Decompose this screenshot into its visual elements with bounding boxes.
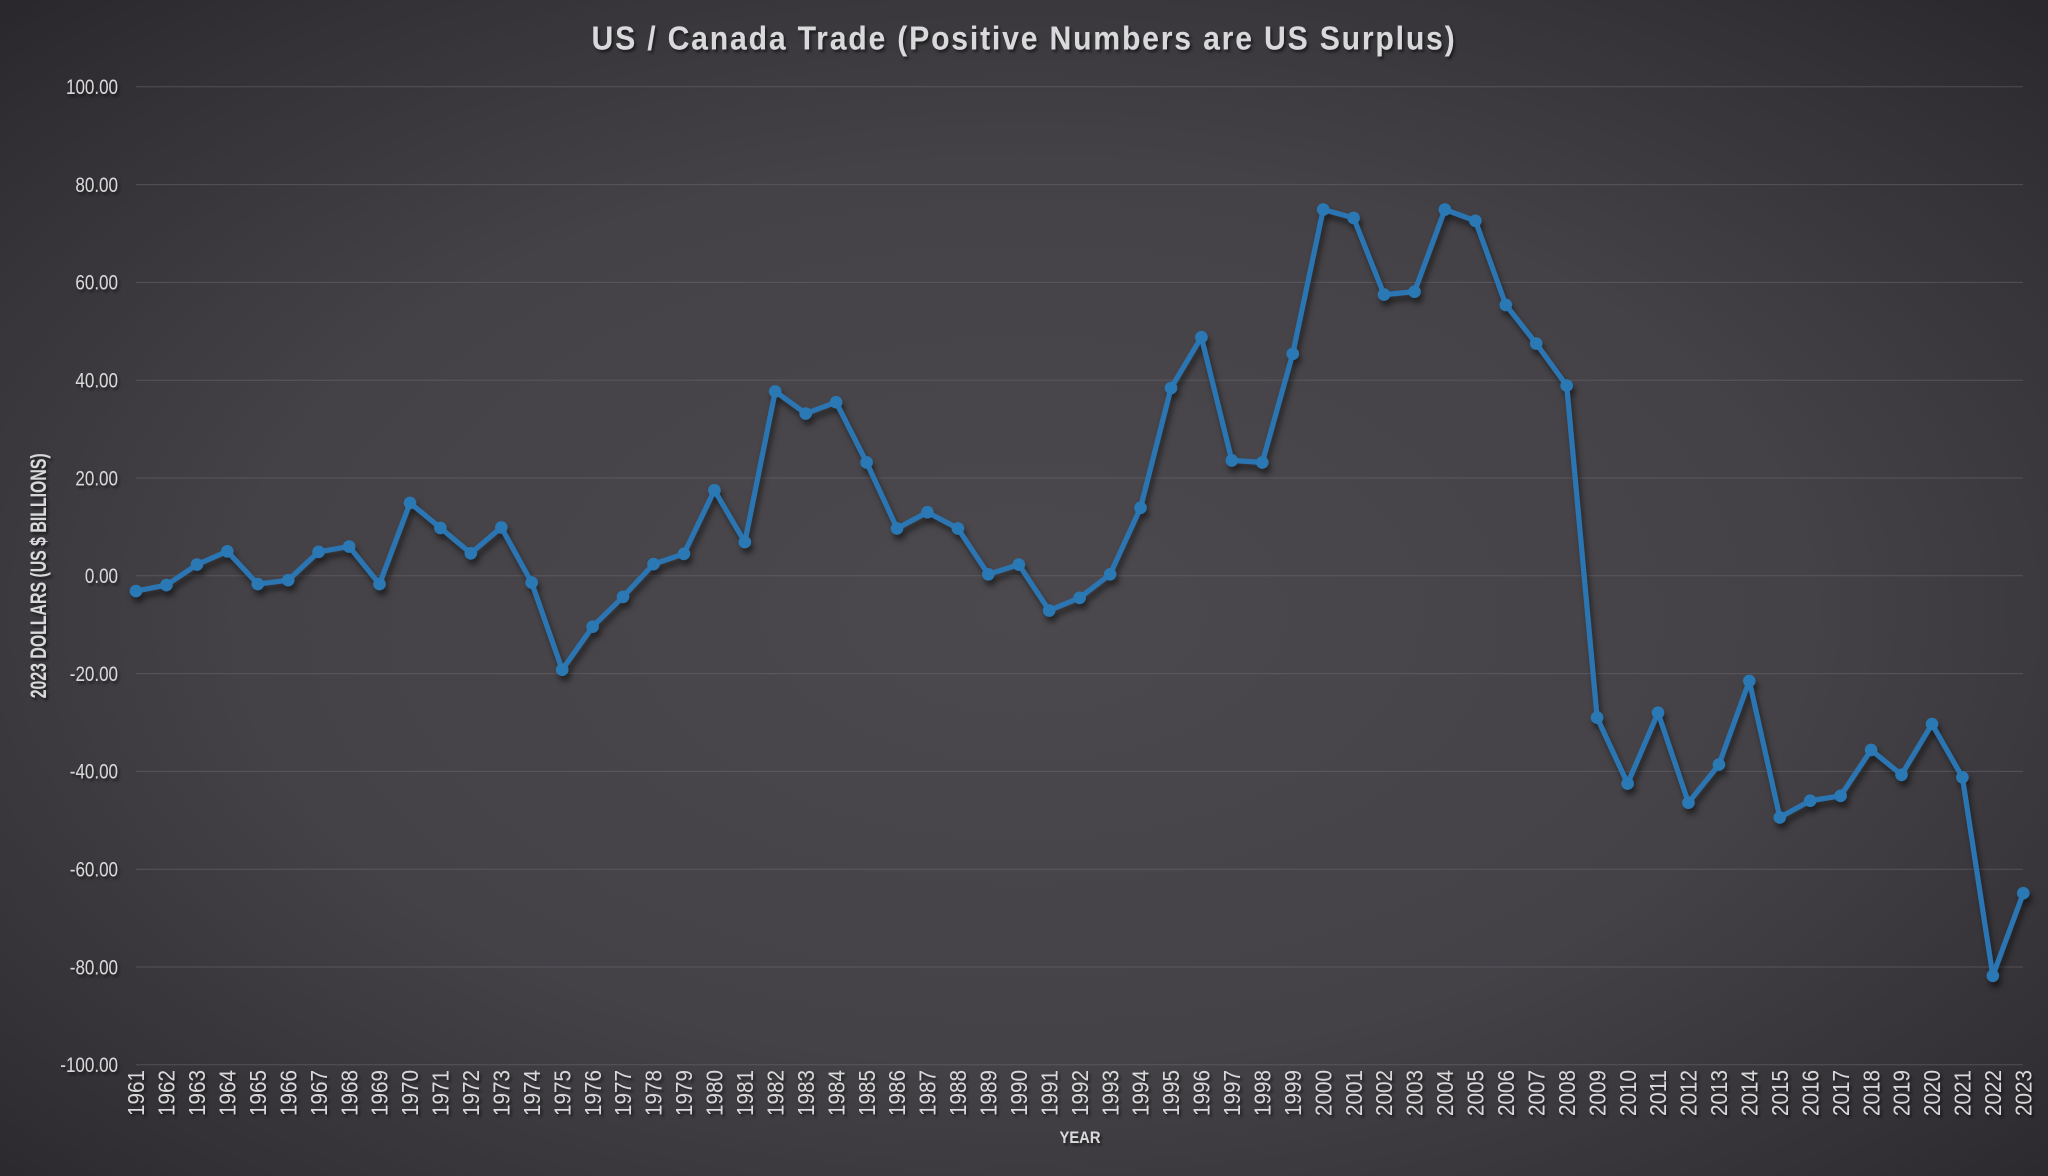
svg-text:0.00: 0.00 xyxy=(85,565,118,588)
svg-text:2001: 2001 xyxy=(1341,1070,1367,1116)
svg-text:2007: 2007 xyxy=(1523,1070,1549,1116)
svg-text:1978: 1978 xyxy=(641,1070,667,1116)
svg-text:2011: 2011 xyxy=(1645,1070,1671,1116)
svg-text:2020: 2020 xyxy=(1919,1070,1945,1116)
svg-text:1973: 1973 xyxy=(489,1070,515,1116)
svg-text:1985: 1985 xyxy=(854,1070,880,1116)
svg-text:40.00: 40.00 xyxy=(75,370,118,393)
svg-text:2022: 2022 xyxy=(1980,1070,2006,1116)
svg-text:2006: 2006 xyxy=(1493,1070,1519,1116)
svg-text:1977: 1977 xyxy=(610,1070,636,1116)
svg-text:60.00: 60.00 xyxy=(75,272,118,295)
svg-text:1975: 1975 xyxy=(549,1070,575,1116)
svg-text:1969: 1969 xyxy=(367,1070,393,1116)
svg-text:1993: 1993 xyxy=(1097,1070,1123,1116)
svg-text:2012: 2012 xyxy=(1676,1070,1702,1116)
svg-text:20.00: 20.00 xyxy=(75,467,118,490)
svg-text:1964: 1964 xyxy=(215,1070,241,1116)
svg-text:-100.00: -100.00 xyxy=(60,1054,118,1077)
svg-text:1961: 1961 xyxy=(123,1070,149,1116)
svg-text:80.00: 80.00 xyxy=(75,174,118,197)
svg-text:1966: 1966 xyxy=(275,1070,301,1116)
svg-text:1984: 1984 xyxy=(823,1070,849,1116)
svg-text:1970: 1970 xyxy=(397,1070,423,1116)
svg-text:1968: 1968 xyxy=(336,1070,362,1116)
svg-text:US / Canada Trade (Positive Nu: US / Canada Trade (Positive Numbers are … xyxy=(592,21,1457,58)
svg-text:2002: 2002 xyxy=(1371,1070,1397,1116)
svg-text:1967: 1967 xyxy=(306,1070,332,1116)
svg-text:2008: 2008 xyxy=(1554,1070,1580,1116)
svg-text:1981: 1981 xyxy=(732,1070,758,1116)
svg-text:2003: 2003 xyxy=(1402,1070,1428,1116)
svg-text:-80.00: -80.00 xyxy=(70,956,118,979)
svg-text:1983: 1983 xyxy=(793,1070,819,1116)
svg-text:-20.00: -20.00 xyxy=(70,663,118,686)
svg-text:1980: 1980 xyxy=(702,1070,728,1116)
svg-text:1998: 1998 xyxy=(1250,1070,1276,1116)
svg-text:2023 DOLLARS (US $ BILLIONS): 2023 DOLLARS (US $ BILLIONS) xyxy=(26,453,51,698)
svg-text:2017: 2017 xyxy=(1828,1070,1854,1116)
svg-text:1965: 1965 xyxy=(245,1070,271,1116)
svg-text:1974: 1974 xyxy=(519,1070,545,1116)
svg-text:1982: 1982 xyxy=(762,1070,788,1116)
svg-text:2000: 2000 xyxy=(1310,1070,1336,1116)
svg-text:-40.00: -40.00 xyxy=(70,761,118,784)
svg-text:1989: 1989 xyxy=(976,1070,1002,1116)
svg-text:2018: 2018 xyxy=(1858,1070,1884,1116)
svg-text:1992: 1992 xyxy=(1067,1070,1093,1116)
svg-text:1979: 1979 xyxy=(671,1070,697,1116)
svg-text:1971: 1971 xyxy=(428,1070,454,1116)
svg-text:2014: 2014 xyxy=(1737,1070,1763,1116)
svg-text:-60.00: -60.00 xyxy=(70,859,118,882)
svg-text:1962: 1962 xyxy=(154,1070,180,1116)
svg-text:100.00: 100.00 xyxy=(66,76,118,99)
svg-text:YEAR: YEAR xyxy=(1060,1129,1101,1147)
svg-text:2015: 2015 xyxy=(1767,1070,1793,1116)
svg-text:1995: 1995 xyxy=(1158,1070,1184,1116)
svg-text:1999: 1999 xyxy=(1280,1070,1306,1116)
svg-text:2004: 2004 xyxy=(1432,1070,1458,1116)
svg-text:1976: 1976 xyxy=(580,1070,606,1116)
svg-text:1986: 1986 xyxy=(884,1070,910,1116)
svg-text:1994: 1994 xyxy=(1128,1070,1154,1116)
svg-text:2005: 2005 xyxy=(1463,1070,1489,1116)
svg-text:1987: 1987 xyxy=(915,1070,941,1116)
svg-text:1997: 1997 xyxy=(1219,1070,1245,1116)
svg-text:2010: 2010 xyxy=(1615,1070,1641,1116)
svg-text:1972: 1972 xyxy=(458,1070,484,1116)
svg-text:1990: 1990 xyxy=(1006,1070,1032,1116)
svg-text:2009: 2009 xyxy=(1584,1070,1610,1116)
svg-text:2019: 2019 xyxy=(1889,1070,1915,1116)
svg-text:1991: 1991 xyxy=(1036,1070,1062,1116)
svg-text:2013: 2013 xyxy=(1706,1070,1732,1116)
svg-text:1988: 1988 xyxy=(945,1070,971,1116)
svg-text:2023: 2023 xyxy=(2011,1070,2037,1116)
svg-text:2016: 2016 xyxy=(1797,1070,1823,1116)
svg-text:1963: 1963 xyxy=(184,1070,210,1116)
svg-text:1996: 1996 xyxy=(1189,1070,1215,1116)
svg-text:2021: 2021 xyxy=(1950,1070,1976,1116)
